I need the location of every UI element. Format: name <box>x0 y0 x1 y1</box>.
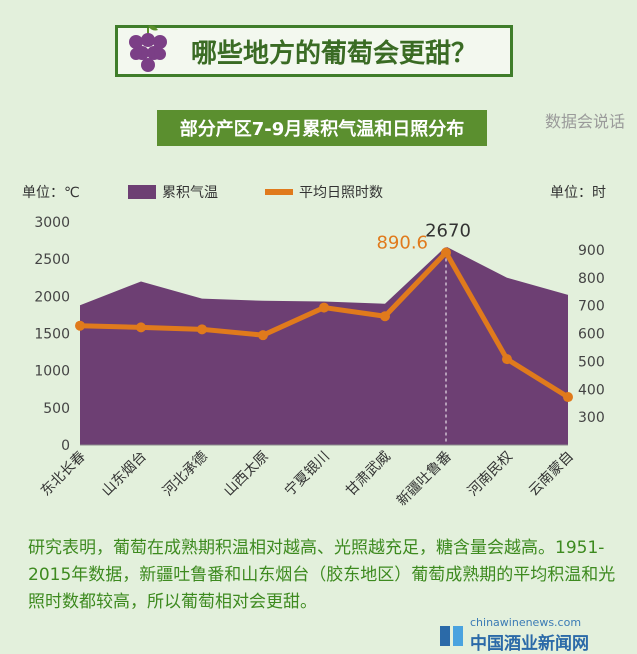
right-tick-label: 800 <box>578 271 605 287</box>
category-label: 东北长春 <box>38 449 89 500</box>
left-tick-label: 3000 <box>34 215 70 231</box>
right-tick-label: 300 <box>578 410 605 426</box>
left-tick-label: 500 <box>43 401 70 417</box>
line-point <box>75 321 85 331</box>
line-point <box>563 392 573 402</box>
line-point <box>441 247 451 257</box>
category-label: 宁夏银川 <box>281 448 333 500</box>
right-tick-label: 600 <box>578 327 605 343</box>
category-label: 甘肃武威 <box>343 449 394 500</box>
footer-url: chinawinenews.com <box>470 617 589 629</box>
right-tick-label: 400 <box>578 382 605 398</box>
category-label: 新疆吐鲁番 <box>394 449 455 510</box>
left-tick-label: 1500 <box>34 327 70 343</box>
line-point <box>380 311 390 321</box>
right-tick-label: 700 <box>578 299 605 315</box>
footer-name: 中国酒业新闻网 <box>470 629 589 654</box>
peak-sunshine-label: 890.6 <box>376 232 428 253</box>
chart-svg: 0 500 1000 1500 2000 2500 3000 300 400 500 600 700 8… <box>0 0 637 540</box>
category-label: 山东烟台 <box>99 449 150 500</box>
line-point <box>319 303 329 313</box>
category-label: 云南蒙自 <box>526 449 577 500</box>
left-tick-label: 0 <box>61 438 70 454</box>
line-point <box>258 330 268 340</box>
category-label: 河北承德 <box>160 449 211 500</box>
category-label: 河南民权 <box>465 449 516 500</box>
footer-logo: chinawinenews.com 中国酒业新闻网 <box>438 617 589 654</box>
area-series-cumulative-temp <box>80 247 568 445</box>
right-tick-label: 500 <box>578 354 605 370</box>
left-tick-label: 2500 <box>34 252 70 268</box>
line-point <box>502 354 512 364</box>
left-tick-label: 2000 <box>34 289 70 305</box>
right-tick-label: 900 <box>578 243 605 259</box>
left-tick-label: 1000 <box>34 364 70 380</box>
footer-logo-icon <box>438 622 466 650</box>
peak-temp-label: 2670 <box>425 221 471 242</box>
explanation-note: 研究表明，葡萄在成熟期积温相对越高、光照越充足，糖含量会越高。1951-2015… <box>28 535 618 616</box>
line-point <box>136 322 146 332</box>
category-label: 山西太原 <box>221 449 272 500</box>
line-point <box>197 324 207 334</box>
